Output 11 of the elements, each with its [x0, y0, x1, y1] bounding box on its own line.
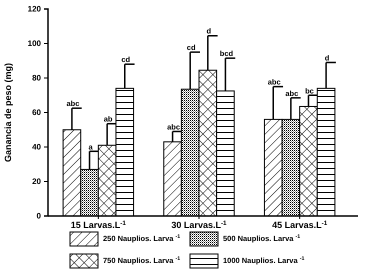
y-tick-label: 80 [32, 74, 42, 83]
y-axis-title: Ganancia de peso (mg) [3, 62, 13, 162]
x-tick-label: 30 Larvas.L$^{-1}$ [171, 220, 228, 230]
y-tick-label: 0 [36, 212, 42, 221]
x-tick-label: 15 Larvas.L$^{-1}$ [70, 220, 126, 230]
y-tick-label: 40 [32, 142, 42, 152]
y-tick-label: 60 [32, 108, 42, 118]
y-tick-label: 20 [32, 177, 42, 186]
x-tick-label: 45 Larvas.L$^{-1}$ [272, 220, 328, 230]
y-tick-label: 100 [28, 39, 42, 48]
y-tick-label: 120 [28, 4, 42, 14]
